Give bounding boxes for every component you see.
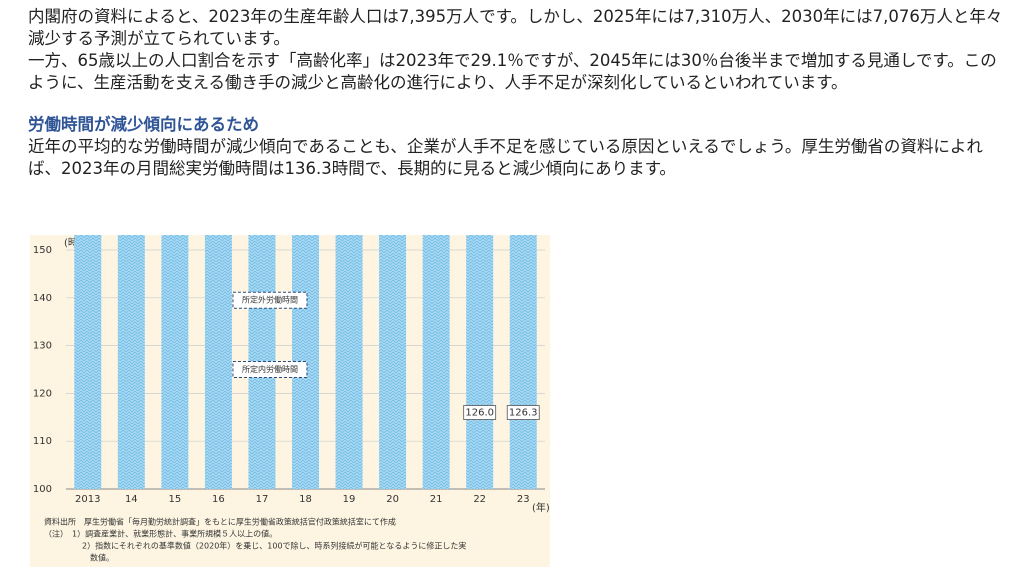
source-note: （注） 1）調査産業計、就業形態計、事業所規模５人以上の値。: [44, 529, 277, 539]
x-tick-label: 19: [343, 494, 356, 505]
value-label-box: [463, 405, 497, 420]
legend-box: [232, 291, 308, 309]
x-axis-label: (年): [532, 501, 550, 514]
y-tick-label: 110: [33, 436, 52, 447]
y-tick-label: 150: [33, 245, 52, 256]
y-tick-label: 130: [33, 341, 52, 352]
x-tick-label: 17: [256, 494, 269, 505]
bar-segment: [204, 235, 232, 489]
bar-segment: [117, 235, 145, 489]
value-label: 126.3: [509, 408, 538, 419]
legend-label: 所定内労働時間: [242, 364, 298, 374]
y-tick-label: 120: [33, 388, 52, 399]
bar-segment: [335, 235, 363, 489]
source-note: 資料出所 厚生労働省「毎月勤労統計調査」をもとに厚生労働省政策統括官付政策統括室…: [44, 517, 396, 527]
x-tick-label: 14: [125, 494, 138, 505]
bar-segment: [466, 235, 494, 490]
paragraph: 内閣府の資料によると、2023年の生産年齢人口は7,395万人です。しかし、20…: [28, 7, 1003, 48]
x-tick-label: 22: [473, 494, 486, 505]
paragraph: 近年の平均的な労働時間が減少傾向であることも、企業が人手不足を感じている原因とい…: [28, 137, 983, 178]
x-tick-label: 20: [386, 494, 399, 505]
bar-segment: [161, 235, 189, 489]
value-label: 126.0: [465, 408, 494, 419]
x-tick-label: 18: [299, 494, 312, 505]
x-tick-label: 2013: [75, 494, 100, 505]
paragraph: 一方、65歳以上の人口割合を示す「高齢化率」は2023年で29.1％ですが、20…: [28, 51, 997, 92]
heading: 労働時間が減少傾向にあるため: [28, 115, 259, 134]
x-tick-label: 15: [168, 494, 181, 505]
chart: (時間) (年) 1001101201301401502013141516171…: [30, 235, 550, 567]
value-label-box: [506, 405, 540, 420]
y-tick-label: 140: [33, 293, 52, 304]
source-note: 数値。: [90, 553, 114, 563]
x-tick-label: 21: [430, 494, 443, 505]
y-tick-label: 100: [33, 484, 52, 495]
document: 内閣府の資料によると、2023年の生産年齢人口は7,395万人です。しかし、20…: [28, 6, 1003, 180]
x-tick-label: 16: [212, 494, 225, 505]
bar-segment: [74, 235, 102, 490]
legend-box: [232, 361, 308, 378]
x-tick-label: 23: [517, 494, 530, 505]
bar-segment: [509, 235, 537, 489]
bar-segment: [379, 235, 407, 489]
bar-segment: [422, 235, 450, 490]
source-note: 2）指数にそれぞれの基準数値（2020年）を乗じ、100で除し、時系列接続が可能…: [82, 541, 466, 551]
legend-label: 所定外労働時間: [242, 295, 298, 305]
